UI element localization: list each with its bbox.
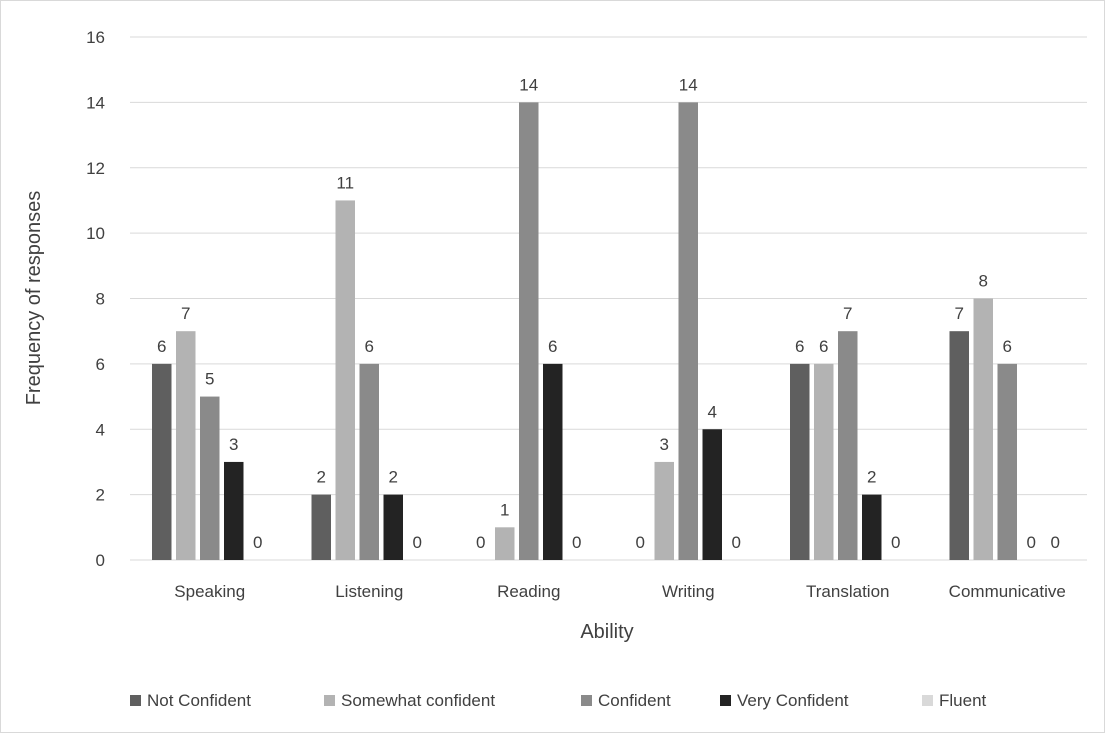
- data-label: 2: [867, 468, 876, 487]
- bar: [152, 364, 172, 560]
- y-tick-label: 6: [96, 355, 105, 374]
- bar: [679, 102, 699, 560]
- bar: [176, 331, 196, 560]
- x-axis-title: Ability: [580, 621, 633, 643]
- data-label: 0: [1051, 533, 1060, 552]
- data-label: 0: [413, 533, 422, 552]
- y-tick-label: 8: [96, 290, 105, 309]
- bar: [862, 495, 882, 560]
- legend-label: Very Confident: [737, 691, 849, 710]
- bar: [950, 331, 970, 560]
- bar: [814, 364, 834, 560]
- bar: [495, 527, 515, 560]
- data-label: 3: [229, 435, 238, 454]
- y-tick-label: 2: [96, 486, 105, 505]
- data-label: 0: [476, 533, 485, 552]
- legend-swatch: [324, 695, 335, 706]
- bar: [312, 495, 332, 560]
- data-label: 0: [891, 533, 900, 552]
- y-tick-label: 4: [96, 420, 105, 439]
- data-label: 0: [572, 533, 581, 552]
- x-tick-label: Listening: [335, 582, 403, 601]
- bar: [655, 462, 675, 560]
- y-tick-label: 16: [86, 28, 105, 47]
- data-label: 3: [660, 435, 669, 454]
- legend-label: Somewhat confident: [341, 691, 495, 710]
- legend-label: Fluent: [939, 691, 987, 710]
- y-tick-label: 12: [86, 159, 105, 178]
- x-tick-label: Communicative: [949, 582, 1066, 601]
- legend-swatch: [922, 695, 933, 706]
- data-label: 14: [679, 75, 698, 94]
- bar: [703, 429, 723, 560]
- data-label: 5: [205, 370, 214, 389]
- bar: [200, 397, 220, 560]
- data-label: 7: [843, 304, 852, 323]
- legend-swatch: [130, 695, 141, 706]
- legend-swatch: [581, 695, 592, 706]
- bar: [336, 200, 356, 560]
- data-label: 0: [732, 533, 741, 552]
- bar: [384, 495, 404, 560]
- x-tick-label: Translation: [806, 582, 889, 601]
- x-tick-label: Writing: [662, 582, 715, 601]
- data-label: 0: [636, 533, 645, 552]
- data-label: 6: [157, 337, 166, 356]
- data-label: 0: [1027, 533, 1036, 552]
- y-tick-label: 14: [86, 93, 105, 112]
- bar: [360, 364, 380, 560]
- data-label: 6: [365, 337, 374, 356]
- bar: [790, 364, 810, 560]
- data-label: 7: [955, 304, 964, 323]
- legend-swatch: [720, 695, 731, 706]
- legend-label: Not Confident: [147, 691, 251, 710]
- data-label: 0: [253, 533, 262, 552]
- data-label: 7: [181, 304, 190, 323]
- bar: [974, 299, 994, 561]
- bar: [998, 364, 1018, 560]
- data-label: 6: [548, 337, 557, 356]
- data-label: 2: [317, 468, 326, 487]
- x-tick-label: Reading: [497, 582, 560, 601]
- data-label: 2: [389, 468, 398, 487]
- data-label: 1: [500, 500, 509, 519]
- x-tick-label: Speaking: [174, 582, 245, 601]
- bar: [519, 102, 539, 560]
- bar: [224, 462, 244, 560]
- data-label: 6: [795, 337, 804, 356]
- legend-label: Confident: [598, 691, 671, 710]
- y-axis-title: Frequency of responses: [23, 191, 45, 406]
- data-label: 14: [519, 75, 538, 94]
- data-label: 11: [336, 173, 354, 192]
- data-label: 6: [1003, 337, 1012, 356]
- bar: [543, 364, 563, 560]
- data-label: 8: [979, 272, 988, 291]
- data-label: 4: [708, 402, 717, 421]
- data-label: 6: [819, 337, 828, 356]
- y-tick-label: 0: [96, 551, 105, 570]
- bar: [838, 331, 858, 560]
- y-tick-label: 10: [86, 224, 105, 243]
